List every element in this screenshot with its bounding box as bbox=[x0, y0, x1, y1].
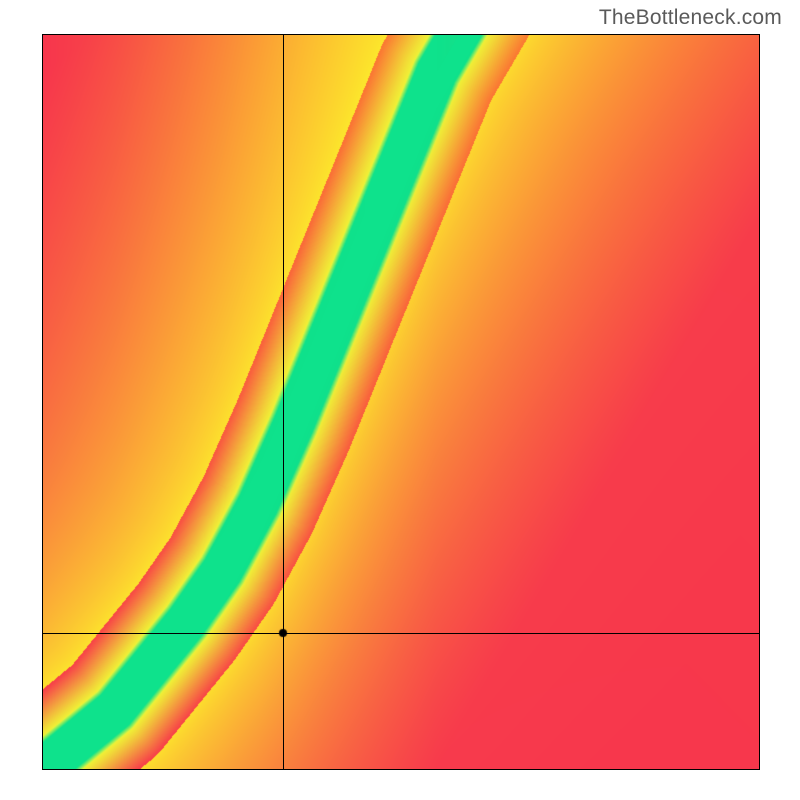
crosshair-vertical-line bbox=[283, 35, 284, 769]
chart-container: TheBottleneck.com bbox=[0, 0, 800, 800]
bottleneck-heatmap bbox=[43, 35, 759, 769]
crosshair-dot bbox=[277, 627, 289, 639]
watermark-text: TheBottleneck.com bbox=[599, 6, 782, 30]
crosshair-horizontal-line bbox=[43, 633, 759, 634]
